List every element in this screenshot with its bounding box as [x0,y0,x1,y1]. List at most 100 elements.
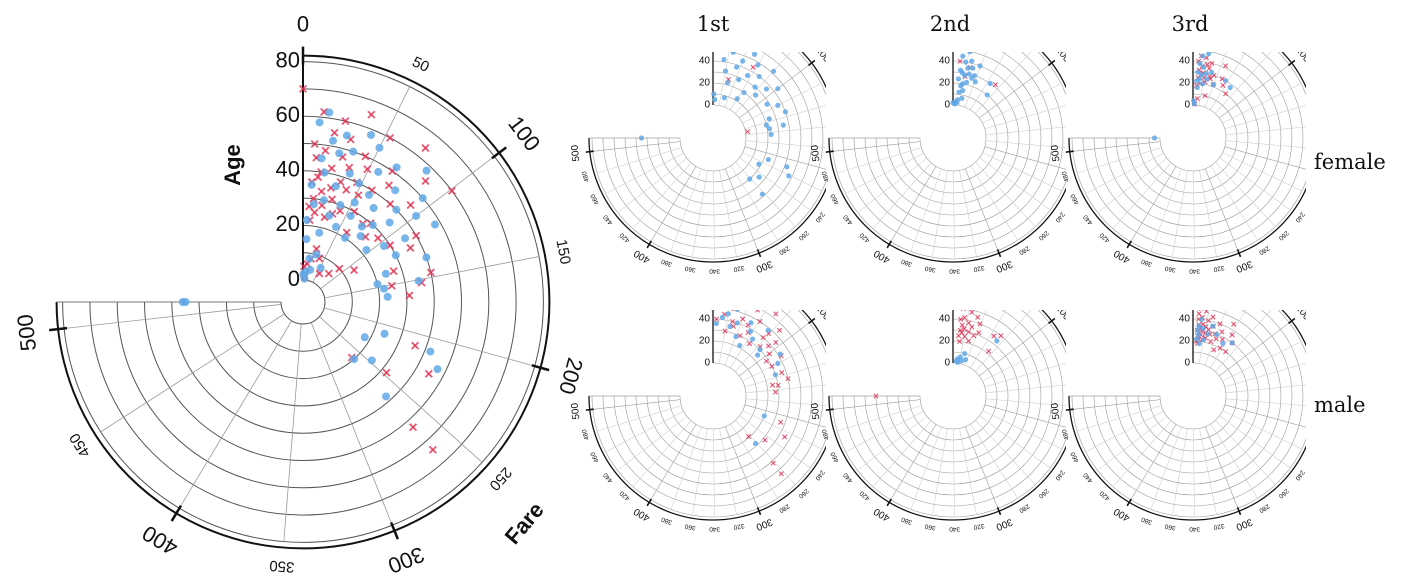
spoke-minor [742,341,822,382]
fare-tick-mark [585,408,594,411]
fare-tick-label: 400 [632,505,652,523]
survived-marker [430,220,439,229]
died-marker-stroke [421,144,430,153]
data-points [710,310,791,477]
fare-tick-label: 280 [777,502,790,514]
died-marker-stroke [977,321,983,327]
spoke-minor [744,362,826,388]
fare-tick-label: 100 [1293,52,1306,65]
died-marker [998,333,1004,339]
spiral-ring [646,329,780,463]
fare-tick-label: 360 [684,522,696,531]
fare-tick-label: 480 [581,170,591,183]
survived-marker [381,269,390,278]
column-header-1st: 1st [696,12,730,36]
died-marker [1198,310,1204,311]
spoke [984,404,1066,428]
survived-marker [755,62,761,68]
fare-tick-label: 260 [1277,229,1290,242]
died-marker-stroke [778,419,784,425]
died-marker-stroke [310,208,319,217]
fare-tick-label: 340 [709,525,720,532]
survived-marker [315,228,324,237]
spoke-minor [857,416,928,471]
age-tick-label: 80 [276,47,300,72]
survived-marker [962,356,969,363]
fare-tick-label: 480 [581,428,591,441]
fare-tick-label: 300 [754,516,774,533]
spoke-minor [713,170,715,259]
age-tick-label: 40 [699,314,711,325]
spiral-ring [1082,310,1304,507]
fare-tick-label: 400 [1112,505,1132,523]
spoke-minor [1199,170,1217,257]
died-marker-stroke [773,339,779,346]
survived-marker [325,108,334,117]
died-marker [1229,332,1235,338]
spoke-minor [1224,104,1306,130]
age-tick-label: 20 [276,211,300,236]
spoke-minor [1097,158,1168,213]
fare-tick-label: 460 [829,450,840,463]
fare-tick-label: 480 [821,170,831,183]
survived-marker [1194,336,1200,342]
survived-marker [350,355,359,364]
survived-marker [772,372,779,378]
died-marker [778,471,784,477]
age-tick-label: 20 [699,336,711,347]
fare-tick-label: 350 [269,557,295,576]
died-marker [412,231,421,240]
spoke [1219,322,1290,377]
spoke-minor [845,152,924,194]
survived-marker [712,96,718,103]
spiral-ring [1126,329,1260,463]
survived-marker [763,122,770,128]
spiral-ring [853,310,1053,496]
survived-marker [764,101,770,107]
died-marker [960,310,967,312]
spiral-ring [89,88,517,516]
survived-marker [748,320,754,326]
fare-tick-mark [49,326,68,332]
died-marker-stroke [424,369,433,378]
died-marker [740,316,746,322]
died-marker [1223,91,1229,97]
survived-marker [340,233,349,242]
spoke-minor [597,147,682,174]
survived-marker [753,92,759,98]
survived-marker [962,72,968,78]
fare-tick-label: 360 [684,264,696,273]
fare-tick-mark [1288,317,1296,324]
survived-marker [1200,64,1207,70]
died-marker-stroke [1209,60,1215,66]
spoke-minor [1210,310,1247,369]
spoke-minor [1215,419,1276,485]
spoke-minor [1150,426,1182,510]
fare-tick-mark [491,146,508,160]
survived-marker [360,333,369,342]
spiral-ring [62,61,544,543]
spoke-minor [1112,420,1172,487]
fare-tick-mark [170,504,183,522]
fare-axis-title: Fare [500,497,549,549]
fare-axis-arc [828,52,1066,263]
age-tick-label: 20 [1179,336,1191,347]
died-marker-stroke [341,117,350,126]
age-tick-label: 20 [699,78,711,89]
spiral-ring [897,340,1009,452]
spoke [1072,141,1161,152]
died-marker-stroke [346,135,355,144]
died-marker [1222,63,1229,69]
survived-marker [751,52,758,57]
survived-marker [784,164,790,170]
survived-marker [1210,323,1216,329]
spoke-minor [1198,310,1210,364]
spoke [1224,146,1306,170]
died-marker [421,144,430,153]
survived-marker [994,338,1000,344]
fare-tick-label: 360 [1164,264,1176,273]
spoke-minor [745,140,826,149]
survived-marker [727,323,733,330]
spoke [179,320,293,509]
